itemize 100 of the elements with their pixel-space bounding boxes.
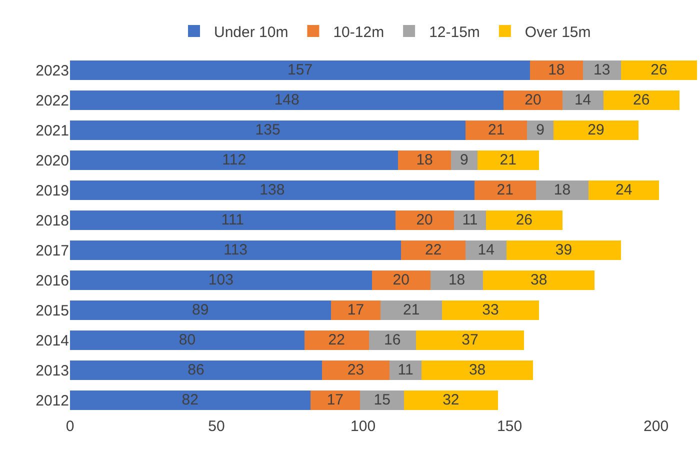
data-label: 39 — [555, 242, 572, 258]
bar — [70, 60, 530, 80]
x-tick-label: 150 — [497, 418, 522, 435]
y-tick-label: 2018 — [36, 212, 69, 230]
data-label: 17 — [347, 302, 364, 318]
data-label: 21 — [496, 182, 514, 198]
data-label: 11 — [398, 362, 414, 378]
bar — [506, 240, 621, 260]
data-label: 16 — [384, 332, 401, 348]
y-tick-label: 2015 — [36, 302, 69, 320]
data-label: 20 — [392, 272, 410, 288]
data-label: 148 — [274, 92, 300, 108]
data-label: 18 — [548, 62, 565, 78]
x-tick-label: 0 — [66, 418, 74, 435]
x-tick-label: 200 — [644, 418, 669, 435]
bar — [483, 270, 595, 290]
data-label: 26 — [516, 212, 533, 228]
bar — [70, 120, 466, 140]
data-label: 103 — [208, 272, 234, 288]
bar — [70, 330, 304, 350]
bar — [401, 240, 466, 260]
bar — [398, 150, 451, 170]
data-label: 112 — [222, 152, 246, 168]
data-label: 9 — [460, 152, 468, 168]
bar — [562, 90, 604, 110]
bar — [372, 270, 430, 290]
bar — [70, 270, 372, 290]
data-label: 22 — [328, 332, 345, 348]
y-tick-label: 2023 — [36, 62, 69, 80]
y-tick-label: 2020 — [36, 152, 69, 170]
data-label: 9 — [536, 122, 544, 138]
bar — [603, 90, 680, 110]
data-label: 11 — [462, 212, 478, 228]
bar — [466, 120, 528, 140]
y-tick-label: 2021 — [36, 122, 69, 140]
legend-label: Over 15m — [524, 24, 591, 41]
data-label: 37 — [462, 332, 478, 348]
data-label: 22 — [425, 242, 442, 258]
data-label: 33 — [482, 302, 499, 318]
y-tick-label: 2013 — [36, 362, 69, 380]
data-label: 32 — [442, 392, 460, 408]
data-label: 38 — [530, 272, 548, 288]
data-label: 18 — [448, 272, 466, 288]
data-label: 21 — [488, 122, 505, 138]
bar — [450, 150, 478, 170]
bar — [70, 390, 310, 410]
bar — [70, 240, 402, 260]
bar — [395, 210, 454, 230]
bar — [70, 90, 504, 110]
bar — [360, 390, 404, 410]
bar — [70, 150, 398, 170]
bar — [530, 60, 583, 80]
legend-label: 12-15m — [429, 24, 480, 41]
x-tick-label: 50 — [208, 418, 225, 435]
bar — [304, 330, 369, 350]
bar — [486, 210, 562, 230]
data-label: 23 — [347, 362, 364, 378]
bar — [368, 330, 416, 350]
bar — [416, 330, 524, 350]
y-tick-label: 2017 — [36, 242, 69, 260]
data-label: 26 — [650, 62, 668, 78]
bar — [474, 180, 536, 200]
data-label: 135 — [255, 122, 280, 138]
data-label: 13 — [593, 62, 610, 78]
bar — [70, 300, 331, 320]
data-label: 20 — [416, 212, 433, 228]
data-label: 14 — [574, 92, 592, 108]
data-label: 111 — [221, 212, 244, 228]
data-label: 15 — [374, 392, 390, 408]
y-tick-label: 2016 — [36, 272, 69, 290]
data-label: 14 — [478, 242, 494, 258]
bar — [454, 210, 486, 230]
data-label: 24 — [615, 182, 632, 198]
y-tick-label: 2019 — [36, 182, 69, 200]
bar — [330, 300, 381, 320]
bar — [404, 390, 498, 410]
data-label: 113 — [224, 242, 248, 258]
bar — [70, 210, 396, 230]
data-label: 38 — [468, 362, 486, 378]
data-label: 21 — [403, 302, 420, 318]
legend-label: 10-12m — [333, 24, 384, 41]
bar — [477, 150, 539, 170]
data-label: 20 — [524, 92, 542, 108]
bar — [582, 60, 621, 80]
data-label: 18 — [416, 152, 433, 168]
bar — [442, 300, 539, 320]
bar — [466, 240, 507, 260]
bar — [504, 90, 562, 110]
y-tick-label: 2014 — [36, 332, 69, 350]
data-label: 157 — [288, 62, 313, 78]
legend-label: Under 10m — [214, 24, 288, 41]
bar — [527, 120, 554, 140]
data-label: 138 — [260, 182, 285, 198]
bar — [70, 360, 322, 380]
data-label: 18 — [554, 182, 571, 198]
bar — [430, 270, 484, 290]
bar — [553, 120, 638, 140]
data-label: 80 — [178, 332, 196, 348]
bar — [536, 180, 589, 200]
data-label: 17 — [326, 392, 344, 408]
